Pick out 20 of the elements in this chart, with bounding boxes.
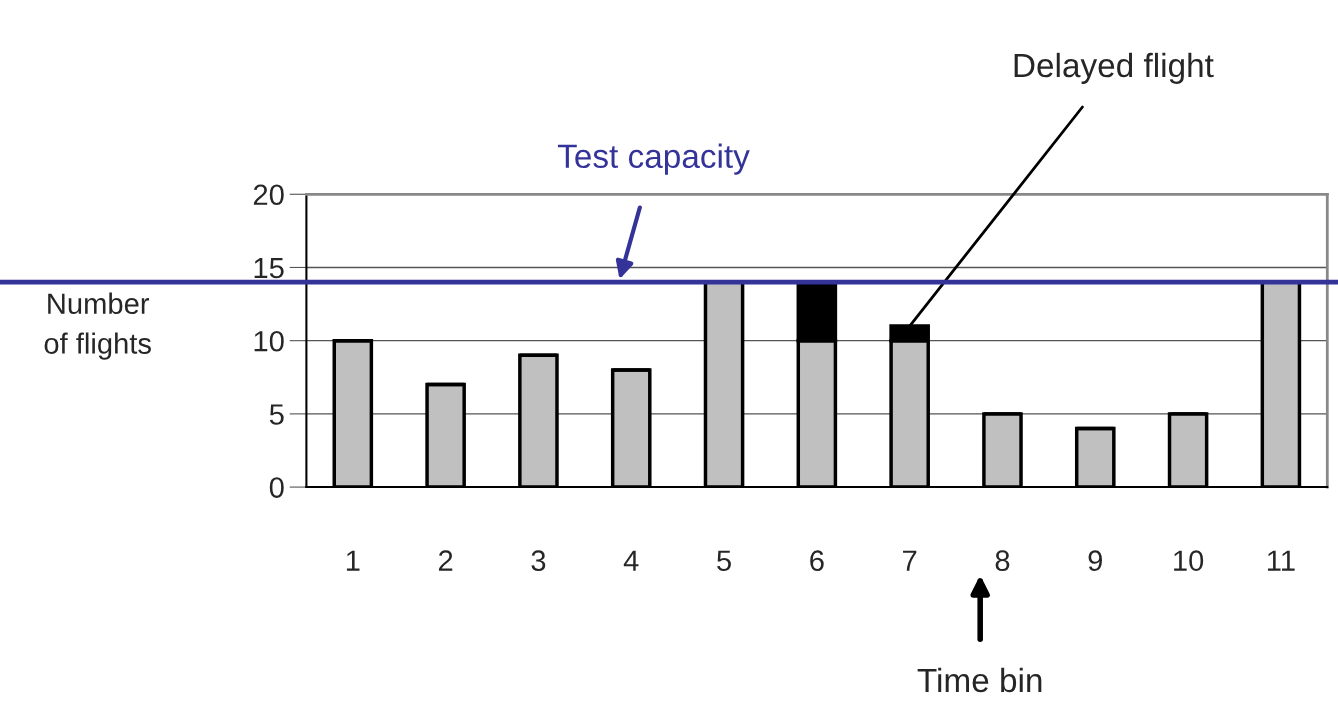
annotation: Delayed flight [1014,52,1214,84]
x-tick-label: 2 [438,550,453,571]
x-axis-title: Time bin [917,667,1042,693]
x-tick-label: 6 [810,550,824,572]
y-tick-label: 5 [269,404,284,425]
x-tick-label: 5 [717,550,731,572]
x-tick-label: 10 [1174,550,1204,572]
x-tick-label: 11 [1267,550,1295,571]
y-tick-label: 10 [254,330,284,352]
y-tick-label: 20 [253,184,284,206]
x-tick-label: 1 [346,550,360,571]
ref-line-label: Test capacity [557,143,750,175]
x-tick-label: 9 [1088,550,1102,572]
x-tick-label: 3 [531,550,546,572]
y-axis-title: Number of flights [44,292,151,360]
x-tick-label: 4 [623,550,639,571]
y-tick-label: 15 [254,257,284,279]
x-tick-label: 8 [995,550,1010,572]
x-tick-label: 7 [903,550,917,571]
y-tick-label: 0 [269,477,284,498]
